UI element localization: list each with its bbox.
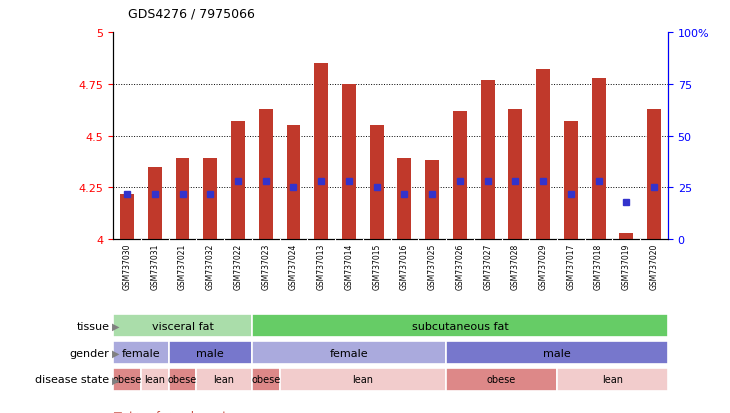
Text: GSM737025: GSM737025 [428,243,437,290]
Bar [203,159,218,240]
Text: GSM737020: GSM737020 [650,243,658,290]
Bar [481,81,495,240]
Bar [537,70,550,240]
Bar [141,368,169,391]
Bar [446,368,557,391]
Text: GSM737028: GSM737028 [511,243,520,289]
Text: GSM737017: GSM737017 [566,243,575,290]
Text: female: female [330,348,368,358]
Text: GSM737029: GSM737029 [539,243,548,290]
Bar [252,368,280,391]
Text: female: female [122,348,160,358]
Text: GSM737024: GSM737024 [289,243,298,290]
Text: GSM737015: GSM737015 [372,243,381,290]
Text: GSM737019: GSM737019 [622,243,631,290]
Bar [147,167,162,240]
Bar [113,341,169,364]
Text: ■  transformed count: ■ transformed count [113,410,226,413]
Bar [120,194,134,240]
Text: GSM737021: GSM737021 [178,243,187,289]
Text: GSM737013: GSM737013 [317,243,326,290]
Bar [315,64,328,240]
Text: ▶: ▶ [112,375,120,385]
Bar [169,368,196,391]
Text: obese: obese [487,375,516,385]
Bar [446,341,668,364]
Text: male: male [543,348,571,358]
Text: GSM737014: GSM737014 [345,243,353,290]
Text: lean: lean [145,375,165,385]
Text: GSM737018: GSM737018 [594,243,603,289]
Text: GSM737027: GSM737027 [483,243,492,290]
Text: ▶: ▶ [112,321,120,331]
Text: GSM737016: GSM737016 [400,243,409,290]
Bar [342,85,356,240]
Bar [287,126,301,240]
Text: GSM737031: GSM737031 [150,243,159,290]
Bar [564,122,578,240]
Bar [252,341,446,364]
Bar [592,78,606,240]
Text: GSM737022: GSM737022 [234,243,242,289]
Text: obese: obese [112,375,142,385]
Text: lean: lean [353,375,373,385]
Text: ▶: ▶ [112,348,120,358]
Text: GSM737023: GSM737023 [261,243,270,290]
Bar [113,368,141,391]
Text: visceral fat: visceral fat [152,321,213,331]
Bar [231,122,245,240]
Bar [113,314,252,337]
Bar [648,109,661,240]
Bar [509,109,523,240]
Bar [176,159,190,240]
Bar [398,159,412,240]
Text: lean: lean [602,375,623,385]
Text: subcutaneous fat: subcutaneous fat [412,321,508,331]
Bar [426,161,439,240]
Text: GDS4276 / 7975066: GDS4276 / 7975066 [128,8,255,21]
Text: gender: gender [70,348,110,358]
Bar [370,126,384,240]
Bar [196,368,252,391]
Text: male: male [196,348,224,358]
Bar [557,368,668,391]
Bar [252,314,668,337]
Text: disease state: disease state [35,375,110,385]
Text: lean: lean [214,375,234,385]
Bar [169,341,252,364]
Text: GSM737026: GSM737026 [456,243,464,290]
Bar [453,112,467,240]
Text: obese: obese [251,375,280,385]
Text: GSM737032: GSM737032 [206,243,215,290]
Text: GSM737030: GSM737030 [123,243,131,290]
Bar [259,109,273,240]
Bar [620,233,634,240]
Text: obese: obese [168,375,197,385]
Text: tissue: tissue [77,321,110,331]
Bar [280,368,446,391]
